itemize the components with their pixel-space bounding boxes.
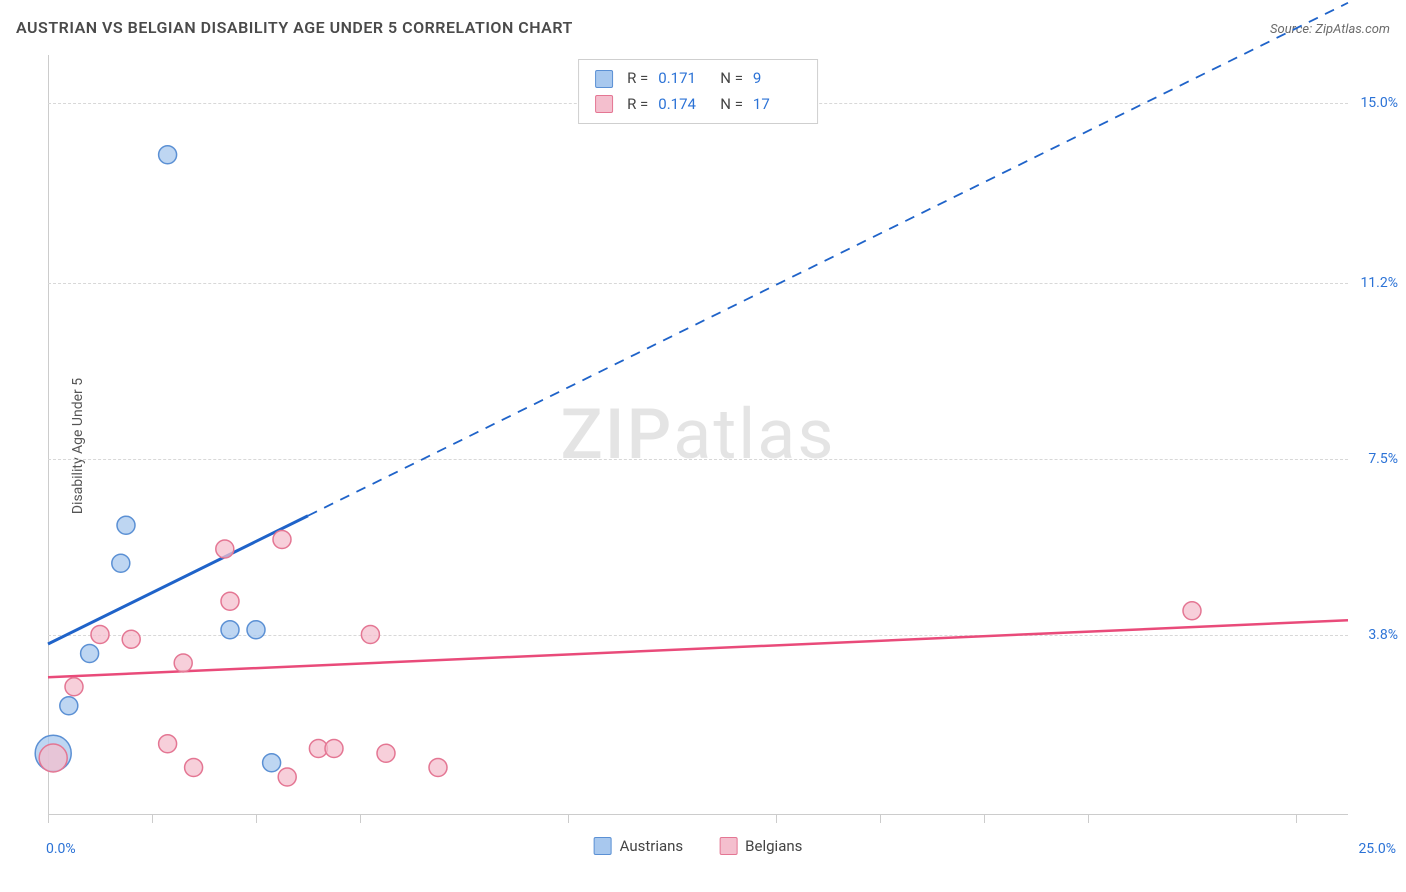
stats-box: R = 0.171 N = 9 R = 0.174 N = 17: [578, 59, 818, 124]
swatch-austrians: [595, 70, 613, 88]
scatter-point: [1183, 602, 1201, 620]
x-tick: [880, 815, 881, 823]
scatter-point: [429, 759, 447, 777]
stat-r-label: R =: [627, 92, 648, 118]
scatter-point: [174, 654, 192, 672]
scatter-point: [117, 516, 135, 534]
x-tick: [152, 815, 153, 823]
scatter-point: [112, 554, 130, 572]
chart-title: AUSTRIAN VS BELGIAN DISABILITY AGE UNDER…: [16, 18, 573, 37]
stats-row-austrians: R = 0.171 N = 9: [595, 66, 801, 92]
x-max-label: 25.0%: [1358, 841, 1396, 857]
scatter-point: [65, 678, 83, 696]
scatter-point: [263, 754, 281, 772]
legend-item-belgians: Belgians: [719, 837, 802, 855]
stats-row-belgians: R = 0.174 N = 17: [595, 92, 801, 118]
stat-n-value-austrians: 9: [753, 66, 801, 92]
y-tick-label: 11.2%: [1360, 275, 1398, 291]
x-tick: [256, 815, 257, 823]
stat-n-value-belgians: 17: [753, 92, 801, 118]
stat-n-label: N =: [720, 92, 743, 118]
y-tick-label: 3.8%: [1368, 627, 1398, 643]
x-tick: [360, 815, 361, 823]
legend-item-austrians: Austrians: [594, 837, 684, 855]
x-tick: [568, 815, 569, 823]
legend: Austrians Belgians: [594, 837, 803, 855]
plot-svg: [48, 55, 1348, 815]
stat-n-label: N =: [720, 66, 743, 92]
x-tick: [1088, 815, 1089, 823]
scatter-point: [221, 621, 239, 639]
scatter-point: [159, 735, 177, 753]
x-tick: [1296, 815, 1297, 823]
scatter-point: [221, 592, 239, 610]
scatter-point: [278, 768, 296, 786]
y-tick-label: 15.0%: [1360, 95, 1398, 111]
scatter-point: [159, 146, 177, 164]
x-tick: [48, 815, 49, 823]
stat-r-label: R =: [627, 66, 648, 92]
scatter-point: [122, 630, 140, 648]
scatter-point: [325, 740, 343, 758]
scatter-point: [185, 759, 203, 777]
stat-r-value-belgians: 0.174: [658, 92, 706, 118]
scatter-point: [273, 531, 291, 549]
scatter-point: [60, 697, 78, 715]
scatter-point: [377, 744, 395, 762]
scatter-point: [91, 626, 109, 644]
scatter-point: [361, 626, 379, 644]
swatch-belgians: [595, 95, 613, 113]
legend-label-austrians: Austrians: [620, 837, 684, 855]
scatter-point: [81, 645, 99, 663]
scatter-point: [216, 540, 234, 558]
source-label: Source: ZipAtlas.com: [1270, 22, 1390, 37]
x-tick: [776, 815, 777, 823]
legend-label-belgians: Belgians: [745, 837, 802, 855]
scatter-point: [39, 744, 67, 772]
x-min-label: 0.0%: [46, 841, 76, 857]
scatter-point: [247, 621, 265, 639]
stat-r-value-austrians: 0.171: [658, 66, 706, 92]
y-tick-label: 7.5%: [1368, 451, 1398, 467]
swatch-belgians-icon: [719, 837, 737, 855]
x-tick: [984, 815, 985, 823]
swatch-austrians-icon: [594, 837, 612, 855]
plot-area: ZIPatlas 3.8%7.5%11.2%15.0% R = 0.171 N …: [48, 55, 1348, 815]
